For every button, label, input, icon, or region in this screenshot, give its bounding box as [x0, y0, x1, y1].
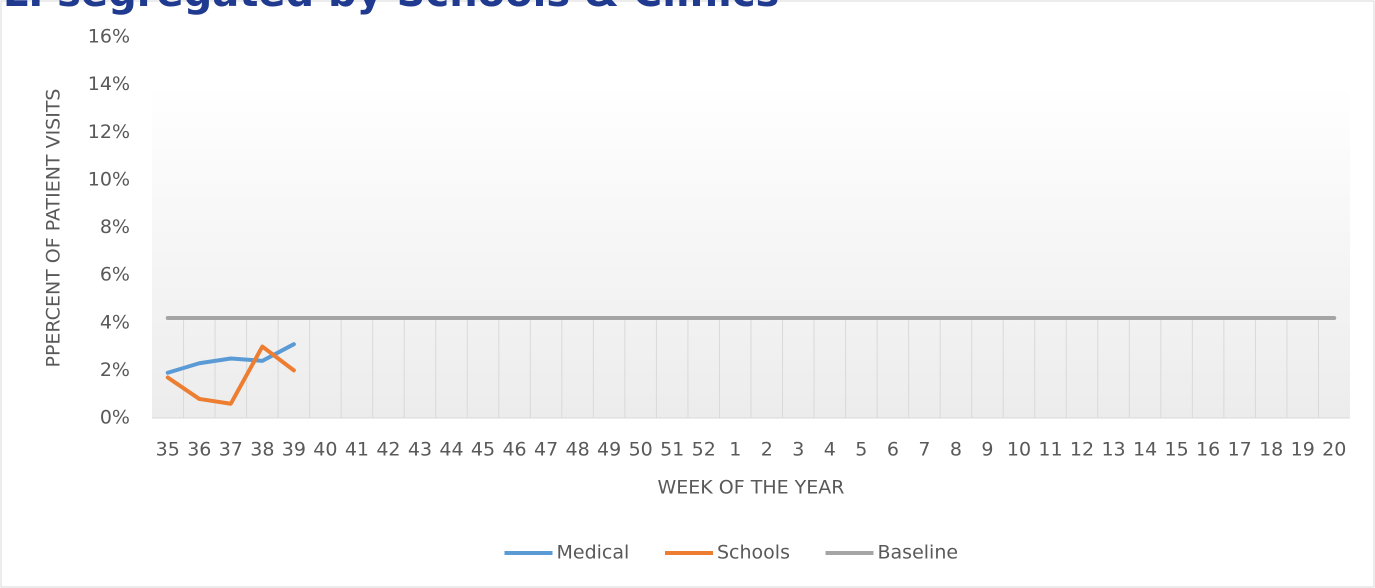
y-tick-label: 2%	[100, 359, 130, 381]
x-tick-label: 7	[918, 439, 930, 461]
x-tick-label: 3	[792, 439, 804, 461]
x-tick-label: 6	[887, 439, 899, 461]
x-tick-label: 2	[761, 439, 773, 461]
x-tick-label: 52	[692, 439, 716, 461]
x-tick-label: 14	[1133, 439, 1157, 461]
x-tick-label: 5	[855, 439, 867, 461]
x-tick-label: 39	[282, 439, 306, 461]
x-tick-label: 9	[981, 439, 993, 461]
x-tick-label: 13	[1101, 439, 1125, 461]
x-tick-label: 1	[729, 439, 741, 461]
x-tick-label: 4	[824, 439, 836, 461]
x-tick-label: 43	[408, 439, 432, 461]
x-tick-label: 38	[250, 439, 274, 461]
x-tick-label: 17	[1228, 439, 1252, 461]
y-tick-label: 10%	[88, 168, 130, 190]
x-tick-label: 12	[1070, 439, 1094, 461]
x-tick-label: 19	[1291, 439, 1315, 461]
legend-label: Medical	[557, 542, 630, 564]
x-tick-label: 20	[1322, 439, 1346, 461]
x-tick-label: 8	[950, 439, 962, 461]
x-tick-label: 42	[376, 439, 400, 461]
y-tick-label: 16%	[88, 26, 130, 48]
x-tick-label: 47	[534, 439, 558, 461]
legend-label: Baseline	[878, 542, 959, 564]
legend-label: Schools	[717, 542, 790, 564]
y-axis-title: PPERCENT OF PATIENT VISITS	[43, 89, 65, 368]
x-tick-label: 18	[1259, 439, 1283, 461]
x-tick-label: 49	[597, 439, 621, 461]
x-tick-label: 48	[566, 439, 590, 461]
x-tick-label: 36	[187, 439, 211, 461]
x-tick-label: 50	[629, 439, 653, 461]
x-tick-label: 40	[313, 439, 337, 461]
y-tick-label: 0%	[100, 407, 130, 429]
y-tick-label: 14%	[88, 73, 130, 95]
x-tick-label: 35	[156, 439, 180, 461]
x-tick-label: 44	[439, 439, 463, 461]
x-tick-label: 41	[345, 439, 369, 461]
y-tick-label: 12%	[88, 121, 130, 143]
y-tick-label: 4%	[100, 311, 130, 333]
x-axis-title: WEEK OF THE YEAR	[658, 477, 845, 499]
y-tick-label: 8%	[100, 216, 130, 238]
x-tick-label: 45	[471, 439, 495, 461]
x-tick-label: 46	[502, 439, 526, 461]
y-tick-label: 6%	[100, 264, 130, 286]
x-tick-label: 51	[660, 439, 684, 461]
x-tick-label: 37	[219, 439, 243, 461]
series-line	[165, 344, 296, 406]
x-tick-label: 10	[1007, 439, 1031, 461]
chart-title: ILI segregated by Schools & Clinics	[0, 0, 779, 16]
x-tick-label: 11	[1038, 439, 1062, 461]
x-tick-label: 16	[1196, 439, 1220, 461]
x-tick-label: 15	[1165, 439, 1189, 461]
